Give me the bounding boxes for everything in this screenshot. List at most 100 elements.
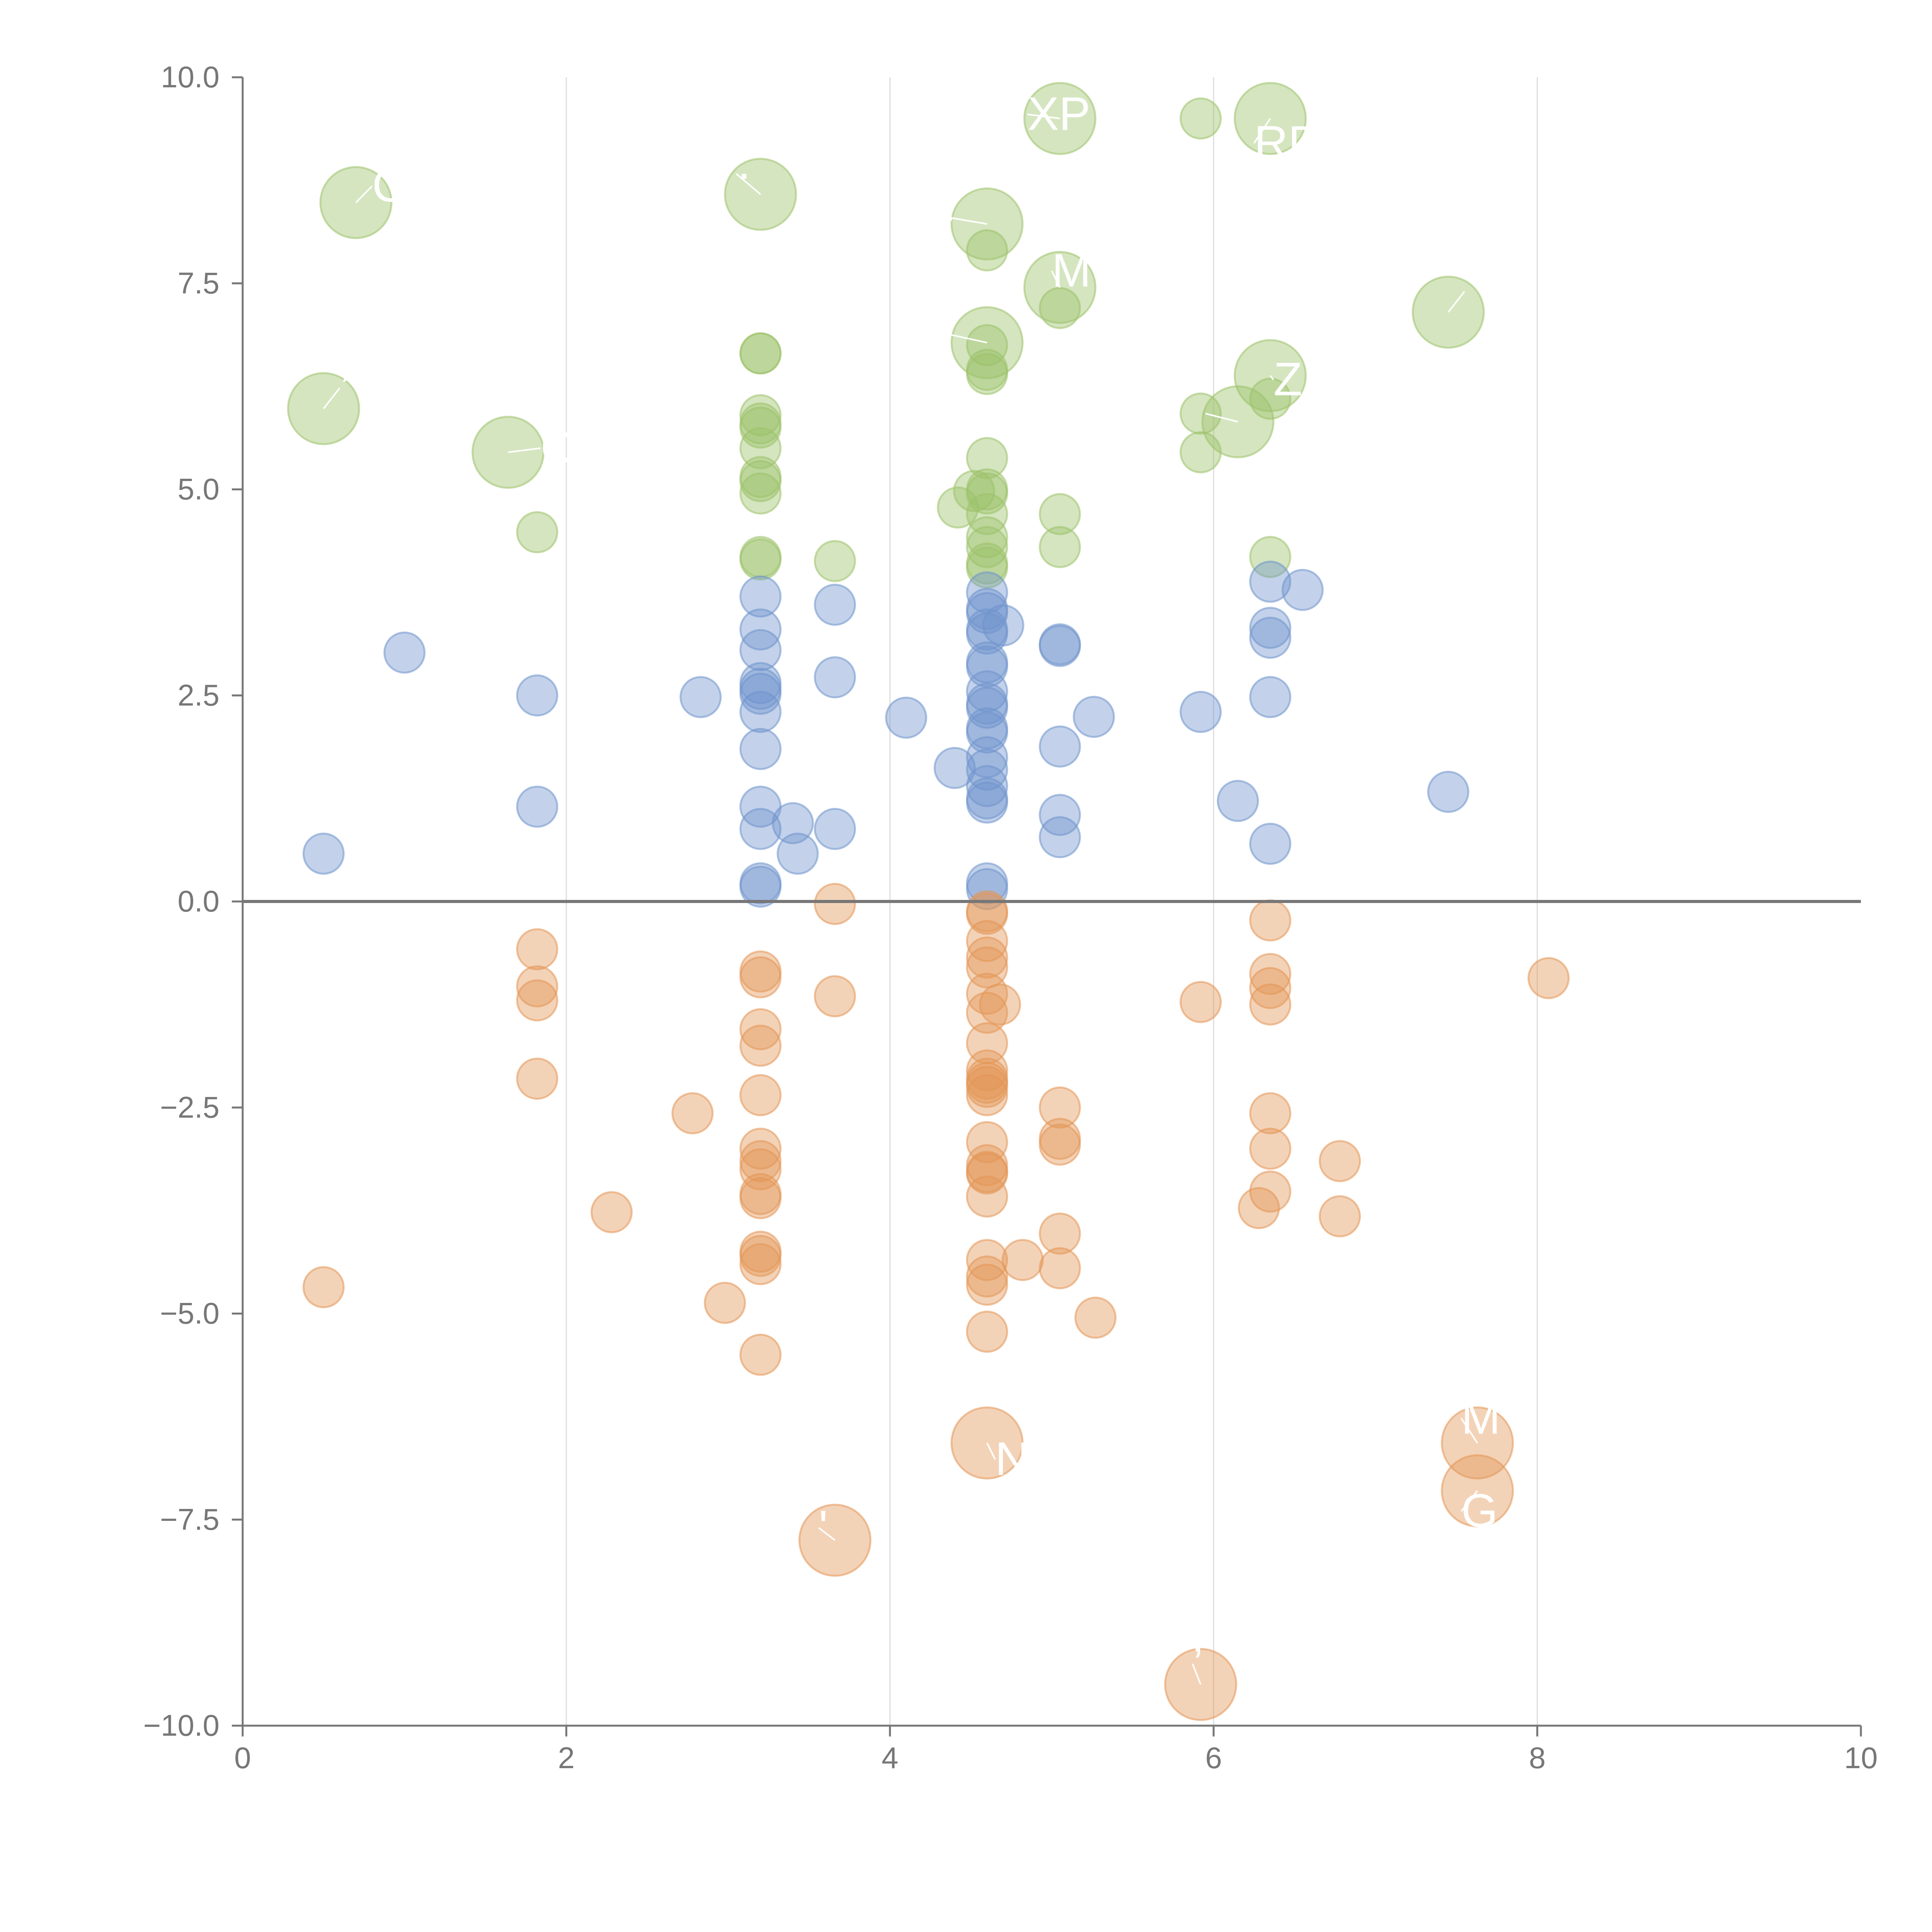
y-tick-label: 7.5: [178, 266, 219, 300]
annotation-leader: [930, 329, 987, 344]
data-point: [966, 353, 1008, 395]
data-point: [1249, 536, 1291, 578]
data-point: [966, 1264, 1008, 1306]
y-axis: 10.0 7.5 5.0 2.5 0.0 −2.5 −5.0 −7.5 −10.0: [143, 60, 244, 1742]
data-point: [934, 747, 976, 789]
data-point: [516, 928, 558, 971]
data-point: [1249, 967, 1291, 1009]
data-point: [302, 1266, 345, 1308]
data-point: [1249, 1092, 1291, 1134]
data-point: [966, 1175, 1008, 1218]
data-point: [1318, 1195, 1361, 1238]
series-blue: [302, 560, 1469, 910]
data-point: [1249, 953, 1291, 995]
data-point: [966, 437, 1008, 479]
annotation-label: N: [995, 1432, 1029, 1485]
data-point: [814, 540, 856, 582]
data-point: [516, 965, 558, 1008]
x-tick-label: 8: [1529, 1741, 1546, 1775]
x-tick-label: 4: [882, 1741, 898, 1775]
data-point: [671, 1092, 714, 1134]
annotation-leader: [1051, 270, 1061, 288]
annotation-leader: [1460, 1490, 1478, 1512]
data-point: [383, 631, 426, 674]
data-point: [1039, 625, 1081, 667]
data-point: [739, 1333, 782, 1376]
data-point: [966, 748, 1008, 791]
data-point: [1073, 696, 1115, 738]
data-point: [739, 1024, 782, 1067]
data-point: [516, 511, 558, 553]
x-tick-label: 0: [234, 1741, 251, 1775]
data-point: [516, 1058, 558, 1100]
data-point: [966, 1152, 1008, 1195]
annotation-leader: [818, 1527, 836, 1541]
data-point: [966, 736, 1008, 779]
data-point: [739, 1074, 782, 1116]
data-point: [739, 808, 782, 850]
data-point: [1039, 1247, 1081, 1289]
data-point: [776, 832, 819, 875]
data-point: [1318, 1140, 1361, 1182]
annotation-label: Z: [1274, 353, 1303, 405]
data-point: [1249, 823, 1291, 865]
annotation-leader: [938, 215, 987, 225]
data-point: [1039, 1123, 1081, 1166]
data-point: [966, 1074, 1008, 1116]
annotation-label: ·: [736, 147, 752, 199]
annotation-label: M: [1461, 1391, 1501, 1444]
data-point: [1039, 1213, 1081, 1255]
data-point: [966, 493, 1008, 535]
data-points: [243, 82, 1861, 1721]
data-point: [302, 832, 345, 875]
annotation-label: ’: [340, 361, 350, 413]
data-point: [704, 1282, 746, 1324]
data-point: [739, 690, 782, 733]
data-point: [739, 538, 782, 581]
data-point: [772, 802, 814, 844]
data-point: [1249, 899, 1291, 942]
data-point: [1281, 569, 1324, 611]
data-point: [814, 975, 856, 1017]
data-point: [739, 866, 782, 908]
x-axis: 0 2 4 6 8 10: [234, 1725, 1878, 1775]
annotation-leader: [1027, 114, 1060, 119]
y-tick-label: 0.0: [178, 884, 219, 918]
data-point: [590, 1191, 633, 1233]
data-point: [679, 676, 722, 718]
data-point: [966, 765, 1008, 807]
data-point: [966, 645, 1008, 688]
data-point: [1074, 1296, 1117, 1339]
annotation-leader: [323, 387, 340, 409]
annotation-leader: [986, 1442, 996, 1460]
y-tick-label: 5.0: [178, 472, 219, 506]
data-point-large: [724, 158, 797, 231]
data-point: [966, 1239, 1008, 1281]
annotation-label: G: [1461, 1484, 1498, 1537]
data-point: [966, 670, 1008, 713]
data-point: [982, 604, 1024, 646]
y-tick-label: −5.0: [160, 1296, 219, 1330]
data-point: [814, 583, 856, 626]
data-point: [739, 575, 782, 618]
data-point: [814, 656, 856, 699]
annotation-leader: [355, 185, 373, 203]
data-point: [1249, 983, 1291, 1026]
annotation-leader: [508, 447, 541, 453]
data-point: [739, 728, 782, 770]
data-point: [739, 1008, 782, 1051]
data-point: [1039, 816, 1081, 859]
data-point: [1179, 981, 1222, 1023]
data-point: [1249, 607, 1291, 649]
x-tick-label: 10: [1844, 1741, 1878, 1775]
data-point: [516, 674, 558, 717]
data-point: [739, 629, 782, 671]
data-point: [966, 1310, 1008, 1353]
data-point: [1039, 287, 1081, 329]
data-point: [1179, 97, 1222, 140]
data-point: [516, 786, 558, 828]
data-point: [1039, 794, 1081, 836]
series-green: [287, 82, 1485, 589]
